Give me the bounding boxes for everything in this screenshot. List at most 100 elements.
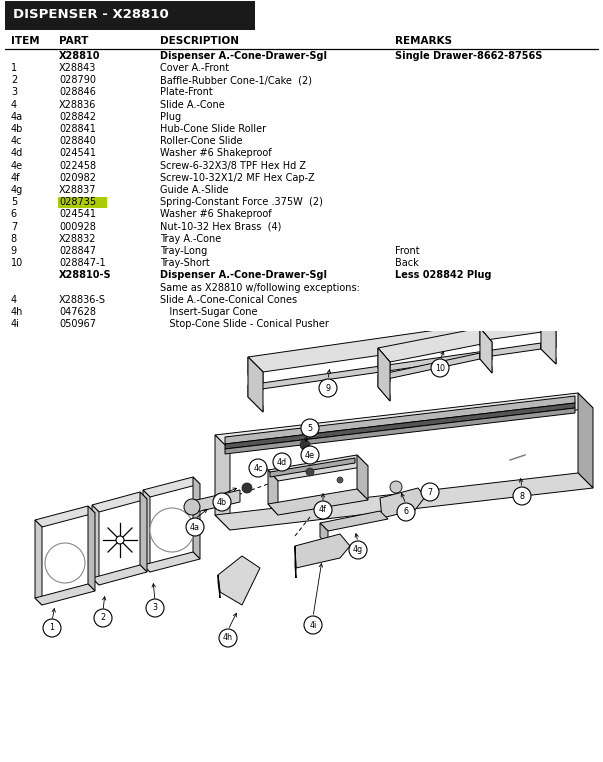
Text: Screw-10-32X1/2 MF Hex Cap-Z: Screw-10-32X1/2 MF Hex Cap-Z bbox=[160, 173, 315, 183]
Polygon shape bbox=[480, 328, 492, 373]
Polygon shape bbox=[92, 565, 147, 585]
Text: 1: 1 bbox=[49, 623, 54, 632]
Text: 028735: 028735 bbox=[59, 197, 96, 207]
Text: Slide A.-Cone: Slide A.-Cone bbox=[160, 100, 224, 110]
Polygon shape bbox=[35, 584, 95, 605]
Text: 4: 4 bbox=[11, 295, 17, 305]
Text: X28836: X28836 bbox=[59, 100, 96, 110]
Text: X28832: X28832 bbox=[59, 234, 96, 244]
Polygon shape bbox=[225, 408, 575, 454]
Text: 028846: 028846 bbox=[59, 88, 96, 98]
Circle shape bbox=[273, 453, 291, 471]
Circle shape bbox=[45, 543, 85, 583]
Circle shape bbox=[390, 481, 402, 493]
Circle shape bbox=[242, 483, 252, 493]
Circle shape bbox=[314, 501, 332, 519]
Text: 024541: 024541 bbox=[59, 149, 96, 158]
Circle shape bbox=[43, 619, 61, 637]
Text: X28810: X28810 bbox=[59, 51, 101, 61]
Text: X28836-S: X28836-S bbox=[59, 295, 106, 305]
Text: 1: 1 bbox=[11, 63, 17, 73]
Circle shape bbox=[219, 629, 237, 647]
Text: 028840: 028840 bbox=[59, 136, 96, 146]
Polygon shape bbox=[140, 492, 147, 572]
Text: Stop-Cone Slide - Conical Pusher: Stop-Cone Slide - Conical Pusher bbox=[160, 319, 329, 329]
Text: 4h: 4h bbox=[11, 307, 24, 317]
Text: Cover A.-Front: Cover A.-Front bbox=[160, 63, 229, 73]
Text: REMARKS: REMARKS bbox=[395, 36, 452, 46]
Circle shape bbox=[94, 609, 112, 627]
Polygon shape bbox=[378, 348, 390, 401]
Text: X28837: X28837 bbox=[59, 185, 96, 195]
Polygon shape bbox=[193, 477, 200, 559]
Polygon shape bbox=[215, 393, 593, 450]
Polygon shape bbox=[218, 575, 220, 598]
Text: Tray-Long: Tray-Long bbox=[160, 246, 207, 256]
Polygon shape bbox=[378, 348, 390, 382]
Text: Tray-Short: Tray-Short bbox=[160, 258, 210, 268]
Text: 9: 9 bbox=[11, 246, 17, 256]
Text: 028842: 028842 bbox=[59, 112, 96, 122]
Polygon shape bbox=[378, 353, 480, 381]
Polygon shape bbox=[480, 328, 492, 360]
Text: 4: 4 bbox=[11, 100, 17, 110]
Text: 4b: 4b bbox=[11, 124, 24, 134]
Polygon shape bbox=[192, 490, 240, 513]
Polygon shape bbox=[295, 546, 296, 578]
Text: 028790: 028790 bbox=[59, 75, 96, 85]
Text: 5: 5 bbox=[11, 197, 17, 207]
Text: Slide A.-Cone-Conical Cones: Slide A.-Cone-Conical Cones bbox=[160, 295, 297, 305]
Circle shape bbox=[249, 459, 267, 477]
Bar bbox=[58, 197, 107, 208]
Circle shape bbox=[421, 483, 439, 501]
Text: 7: 7 bbox=[11, 222, 17, 232]
Text: Tray A.-Cone: Tray A.-Cone bbox=[160, 234, 221, 244]
Circle shape bbox=[301, 446, 319, 464]
Text: Roller-Cone Slide: Roller-Cone Slide bbox=[160, 136, 242, 146]
Polygon shape bbox=[541, 315, 556, 364]
Text: 4f: 4f bbox=[319, 505, 327, 514]
Polygon shape bbox=[268, 455, 368, 481]
Text: Hub-Cone Slide Roller: Hub-Cone Slide Roller bbox=[160, 124, 266, 134]
Text: 4a: 4a bbox=[190, 523, 200, 532]
Text: X28843: X28843 bbox=[59, 63, 96, 73]
Text: 000928: 000928 bbox=[59, 222, 96, 232]
Text: 6: 6 bbox=[403, 507, 408, 517]
Polygon shape bbox=[225, 403, 575, 449]
Polygon shape bbox=[248, 315, 556, 372]
Text: 4g: 4g bbox=[353, 546, 363, 555]
Polygon shape bbox=[248, 343, 541, 391]
Text: Dispenser A.-Cone-Drawer-Sgl: Dispenser A.-Cone-Drawer-Sgl bbox=[160, 51, 327, 61]
Text: ITEM: ITEM bbox=[11, 36, 39, 46]
Circle shape bbox=[213, 493, 231, 511]
Circle shape bbox=[304, 616, 322, 634]
Text: 4h: 4h bbox=[223, 633, 233, 642]
Text: 8: 8 bbox=[520, 491, 525, 501]
Circle shape bbox=[300, 440, 310, 450]
Polygon shape bbox=[248, 391, 263, 412]
Polygon shape bbox=[215, 435, 230, 530]
Polygon shape bbox=[268, 470, 278, 515]
Text: Washer #6 Shakeproof: Washer #6 Shakeproof bbox=[160, 149, 271, 158]
Text: DESCRIPTION: DESCRIPTION bbox=[160, 36, 239, 46]
Text: 028847: 028847 bbox=[59, 246, 96, 256]
Circle shape bbox=[337, 477, 343, 483]
Text: 024541: 024541 bbox=[59, 210, 96, 219]
Polygon shape bbox=[378, 328, 492, 362]
Polygon shape bbox=[378, 381, 390, 401]
Text: 3: 3 bbox=[153, 604, 157, 613]
Polygon shape bbox=[270, 458, 355, 477]
Text: Back: Back bbox=[395, 258, 418, 268]
Text: 020982: 020982 bbox=[59, 173, 96, 183]
Text: Dispenser A.-Cone-Drawer-Sgl: Dispenser A.-Cone-Drawer-Sgl bbox=[160, 271, 327, 280]
Polygon shape bbox=[92, 505, 99, 585]
Text: Spring-Constant Force .375W  (2): Spring-Constant Force .375W (2) bbox=[160, 197, 323, 207]
Text: Less 028842 Plug: Less 028842 Plug bbox=[395, 271, 491, 280]
Text: Guide A.-Slide: Guide A.-Slide bbox=[160, 185, 229, 195]
Text: 4d: 4d bbox=[11, 149, 23, 158]
Text: Front: Front bbox=[395, 246, 420, 256]
Polygon shape bbox=[578, 393, 593, 488]
Text: Insert-Sugar Cone: Insert-Sugar Cone bbox=[160, 307, 257, 317]
Text: 4c: 4c bbox=[253, 463, 263, 472]
Polygon shape bbox=[88, 506, 95, 591]
